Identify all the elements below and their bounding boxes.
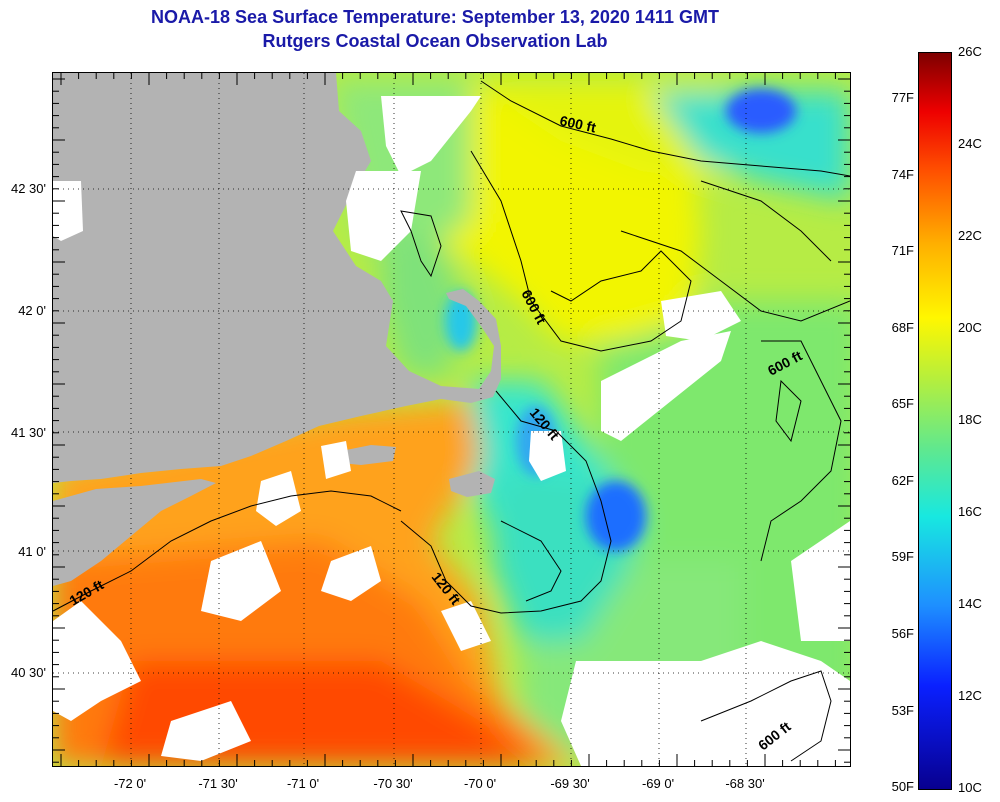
sst-green-outer-coast xyxy=(381,221,471,381)
isobath-600-upper-east xyxy=(700,180,832,262)
colorbar-c-24: 24C xyxy=(958,136,982,151)
colorbar-c-20: 20C xyxy=(958,320,982,335)
lon-label-71-30: -71 30' xyxy=(198,776,238,791)
land-mainland xyxy=(53,73,501,483)
land-long-island xyxy=(53,479,216,586)
isobath-label-600-north: 600 ft xyxy=(558,112,597,135)
colorbar-f-59: 59F xyxy=(891,549,914,564)
colorbar-c-10: 10C xyxy=(958,780,982,795)
axis-ticks xyxy=(53,73,850,766)
colorbar-c-16: 16C xyxy=(958,504,982,519)
map-subtitle: Rutgers Coastal Ocean Observation Lab xyxy=(262,31,608,51)
colorbar-c-12: 12C xyxy=(958,688,982,703)
isobath-600-cape-slope xyxy=(470,150,692,352)
lon-label-69-30: -69 30' xyxy=(550,776,590,791)
colorbar-c-22: 22C xyxy=(958,228,982,243)
cold-spot-northeast xyxy=(726,89,796,133)
colorbar-f-77: 77F xyxy=(891,90,914,105)
isobath-600-west-loop xyxy=(400,210,442,278)
cloud-cape-cod-bay xyxy=(346,171,421,261)
colorbar-f-62: 62F xyxy=(891,473,914,488)
isobaths xyxy=(53,80,850,762)
colorbar-f-68: 68F xyxy=(891,320,914,335)
cloud-buzzards xyxy=(321,441,351,479)
isobath-120-nantucket xyxy=(500,520,562,602)
lon-label-70-30: -70 30' xyxy=(373,776,413,791)
colorbar-f-74: 74F xyxy=(891,167,914,182)
colorbar-c-14: 14C xyxy=(958,596,982,611)
cloud-top-center xyxy=(381,96,481,176)
colorbar-f-65: 65F xyxy=(891,396,914,411)
cloud-channel-3 xyxy=(529,431,566,481)
temperature-colorbar xyxy=(918,52,952,790)
cloud-shelf-west xyxy=(201,541,281,621)
lat-label-41-30: 41 30' xyxy=(10,425,46,440)
colorbar-c-18: 18C xyxy=(958,412,982,427)
lon-label-68-30: -68 30' xyxy=(725,776,765,791)
graticule xyxy=(53,73,850,766)
lon-label-71-0: -71 0' xyxy=(286,776,320,791)
cloud-southeast xyxy=(561,641,850,766)
isobath-600-east-loop xyxy=(775,379,802,443)
lat-label-41-0: 41 0' xyxy=(18,544,46,559)
cloud-channel-1 xyxy=(601,331,731,441)
cloud-patches xyxy=(53,96,850,766)
cloud-shelf-mid xyxy=(321,546,381,601)
cloud-northwest-corner xyxy=(53,181,83,241)
cold-spot-center xyxy=(586,481,646,551)
isobath-600-northeast xyxy=(620,230,850,322)
lon-label-72-0: -72 0' xyxy=(113,776,147,791)
sst-map-canvas: 600 ft 600 ft 600 ft 600 ft 120 ft 120 f… xyxy=(53,73,850,766)
colorbar-f-50: 50F xyxy=(891,779,914,794)
lat-label-42-30: 42 30' xyxy=(10,181,46,196)
sst-cyan-northeast xyxy=(651,91,850,201)
isobath-600-north xyxy=(480,80,850,177)
isobath-120-cape xyxy=(400,390,612,614)
colorbar-c-26: 26C xyxy=(958,44,982,59)
lat-label-42-0: 42 0' xyxy=(18,303,46,318)
lon-label-70-0: -70 0' xyxy=(463,776,497,791)
cloud-east-bank xyxy=(791,521,850,641)
sst-map[interactable]: 600 ft 600 ft 600 ft 600 ft 120 ft 120 f… xyxy=(52,72,851,767)
cloud-cape xyxy=(441,601,491,651)
isobath-120-shelf xyxy=(53,490,402,612)
isobath-600-southeast xyxy=(700,670,832,762)
land-marthas-vineyard xyxy=(341,445,396,465)
map-title: NOAA-18 Sea Surface Temperature: Septemb… xyxy=(151,7,719,27)
cloud-channel-2 xyxy=(661,291,741,341)
land-nantucket xyxy=(449,471,495,497)
colorbar-f-53: 53F xyxy=(891,703,914,718)
lon-label-69-0: -69 0' xyxy=(641,776,675,791)
lat-label-40-30: 40 30' xyxy=(10,665,46,680)
cloud-south xyxy=(161,701,251,761)
colorbar-f-56: 56F xyxy=(891,626,914,641)
colorbar-f-71: 71F xyxy=(891,243,914,258)
cloud-southwest xyxy=(53,601,141,721)
isobath-600-east xyxy=(760,340,842,562)
cloud-shelf-east xyxy=(256,471,301,526)
